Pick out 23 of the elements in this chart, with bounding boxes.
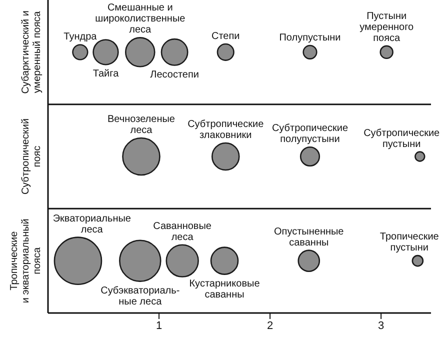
annotation: Лесостепи: [150, 69, 199, 80]
annotation: Степи: [211, 31, 240, 42]
x-tick-label: 2: [266, 320, 274, 332]
annotation: Тропические пустыни: [380, 232, 440, 254]
annotation: Полупустыни: [279, 32, 341, 44]
x-tick-label: 1: [156, 320, 162, 332]
annotation: Тайга: [92, 68, 120, 80]
annotation: Субтропические пустыни: [364, 128, 440, 150]
annotation: Опустыненные саванны: [274, 226, 344, 248]
annotation: Тундра: [64, 32, 98, 43]
annotation: Смешанные и широколиственные леса: [95, 2, 186, 36]
x-tick-label: 3: [378, 320, 384, 332]
y-tick-label: Субарктический и умеренный пояса: [20, 10, 43, 94]
annotation: Субтропические злаковники: [188, 119, 264, 141]
annotation: Вечнозеленые леса: [108, 114, 176, 136]
y-tick-label: Тропические и экваториальный пояса: [9, 218, 43, 304]
annotation: Пустыни умеренного пояса: [360, 10, 414, 44]
annotation: Субтропические полупустыни: [272, 123, 348, 146]
annotation: Экваториальные леса: [52, 213, 132, 236]
annotation: Субэкваториаль- ные леса: [100, 285, 180, 308]
annotation: Кустарниковые саванны: [189, 278, 260, 300]
annotation: Саванновые леса: [153, 220, 212, 243]
y-tick-label: Субтропический пояс: [20, 118, 43, 195]
